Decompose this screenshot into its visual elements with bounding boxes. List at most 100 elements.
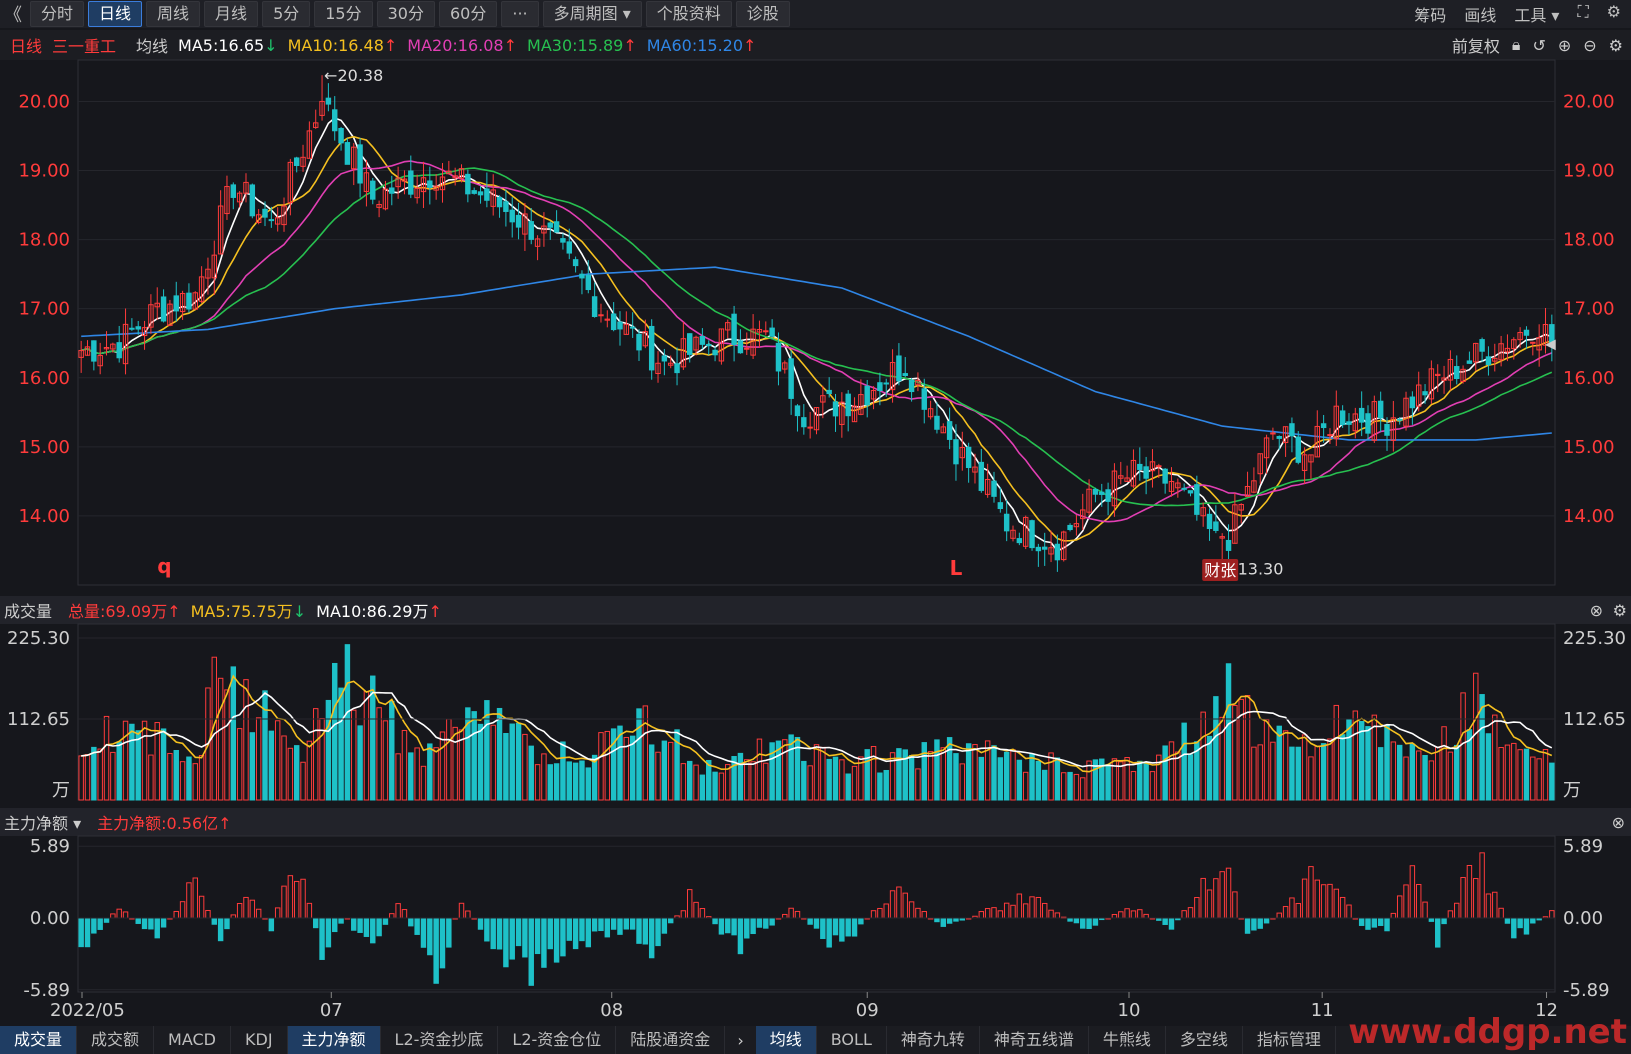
net-bar (1105, 917, 1111, 920)
net-bar (1035, 896, 1042, 919)
candle-body (1485, 356, 1492, 365)
net-bar (1415, 883, 1422, 919)
bottom-right-tab-4[interactable]: 牛熊线 (1089, 1026, 1166, 1054)
bottom-right-tab-2[interactable]: 神奇九转 (887, 1026, 980, 1054)
candle-body (1409, 396, 1416, 409)
bottom-right-tab-3[interactable]: 神奇五线谱 (980, 1026, 1089, 1054)
indicator-label[interactable]: 均线 (136, 37, 169, 56)
tab-0[interactable]: 分时 (30, 1, 85, 27)
tab-10[interactable]: 个股资料 (645, 1, 732, 27)
volume-bar (845, 773, 851, 801)
toolbar-right-1[interactable]: 画线 (1464, 6, 1497, 25)
tab-11[interactable]: 诊股 (735, 1, 790, 27)
tab-6[interactable]: 30分 (376, 1, 435, 27)
tab-2[interactable]: 周线 (146, 1, 201, 27)
volume-bar (477, 723, 484, 801)
net-bar (1549, 910, 1555, 919)
volume-title[interactable]: 成交量 (4, 602, 53, 621)
volume-bar (446, 718, 452, 801)
toolbar-right-2[interactable]: 工具 ▾ (1514, 6, 1560, 25)
bottom-tab-0[interactable]: 成交量 (0, 1026, 78, 1054)
tab-7[interactable]: 60分 (439, 1, 498, 27)
zoom-out-icon[interactable]: ⊖ (1583, 35, 1597, 55)
net-flow-title[interactable]: 主力净额 ▾ (4, 814, 82, 833)
net-bar (877, 907, 883, 919)
net-bar (281, 885, 287, 919)
volume-bar (1365, 726, 1371, 801)
bottom-tab-6[interactable]: L2-资金仓位 (498, 1026, 617, 1054)
volume-bar (737, 752, 744, 801)
net-bar (1118, 911, 1124, 919)
candle-body (446, 170, 452, 175)
net-bar (1206, 889, 1213, 919)
bottom-right-tab-1[interactable]: BOLL (817, 1026, 887, 1054)
toolbar-right-0[interactable]: 筹码 (1414, 6, 1447, 25)
kline-chart[interactable]: 20.00 20.00 19.00 19.00 18.00 18.00 17.00 17.00… (0, 0, 1631, 1026)
volume-bar (1124, 757, 1130, 801)
tab-3[interactable]: 月线 (204, 1, 259, 27)
net-bar (1257, 917, 1263, 929)
tab-5[interactable]: 15分 (314, 1, 373, 27)
candle-body (1213, 521, 1219, 531)
net-bar (192, 877, 198, 919)
bottom-tab-5[interactable]: L2-资金抄底 (381, 1026, 499, 1054)
volume-bar (496, 707, 503, 801)
volume-bar (91, 746, 97, 801)
settings-top-icon[interactable]: ⚙ (1606, 2, 1621, 21)
lock-icon[interactable]: 🔒︎ (1511, 35, 1521, 54)
volume-bar (1479, 694, 1485, 801)
tab-4[interactable]: 5分 (262, 1, 311, 27)
settings-icon[interactable]: ⚙ (1608, 35, 1623, 55)
candle-body (712, 349, 718, 356)
panel-frame-1 (77, 623, 1556, 801)
candle-body (1219, 536, 1225, 539)
net-bar (706, 916, 712, 919)
close-net-icon[interactable]: ⊗ (1611, 812, 1625, 832)
volume-tick-left: 112.65 (7, 709, 70, 730)
candle-body (984, 478, 991, 495)
volume-bar (1466, 729, 1473, 801)
volume-bar (1048, 752, 1054, 801)
candle-body (1244, 485, 1251, 497)
volume-bar (940, 747, 946, 801)
candle-body (642, 331, 649, 347)
undo-icon[interactable]: ↺ (1532, 35, 1546, 55)
net-bar (110, 913, 116, 919)
candle-body (338, 127, 344, 144)
net-bar (839, 917, 845, 942)
bottom-tab-7[interactable]: 陆股通资金 (616, 1026, 726, 1054)
volume-bar (1187, 754, 1194, 801)
net-bar (547, 917, 553, 950)
bottom-right-tab-0[interactable]: 均线 (755, 1026, 817, 1054)
bottom-right-tab-6[interactable]: 指标管理 (1243, 1026, 1336, 1054)
zoom-in-icon[interactable]: ⊕ (1557, 35, 1572, 55)
volume-settings-icon[interactable]: ⚙ (1612, 600, 1627, 620)
candle-body (1048, 547, 1054, 555)
net-bar (1473, 878, 1479, 919)
close-volume-icon[interactable]: ⊗ (1589, 600, 1603, 620)
candle-body (915, 379, 921, 386)
watermark: www.ddgp.net (1348, 1012, 1627, 1052)
bottom-tab-4[interactable]: 主力净额 (287, 1026, 381, 1054)
fullscreen-icon[interactable]: ⛶ (1577, 2, 1589, 21)
adjust-dropdown[interactable]: 前复权 (1451, 37, 1500, 56)
net-bar (1213, 878, 1219, 919)
candle-body (794, 405, 801, 417)
collapse-icon[interactable]: 《 (4, 5, 22, 26)
net-bar (718, 917, 725, 935)
tab-8[interactable]: ··· (501, 1, 539, 27)
bottom-right-tab-5[interactable]: 多空线 (1166, 1026, 1243, 1054)
volume-bar (699, 774, 706, 801)
candle-body (262, 208, 268, 218)
bottom-tab-2[interactable]: MACD (154, 1026, 231, 1054)
net-bar (224, 917, 230, 930)
volume-bar (769, 742, 775, 801)
tab-9[interactable]: 多周期图 ▾ (542, 1, 642, 27)
scroll-right-icon[interactable]: › (737, 1030, 744, 1050)
volume-bar (1422, 755, 1428, 801)
bottom-tab-3[interactable]: KDJ (231, 1026, 288, 1054)
net-bar (896, 886, 902, 919)
tab-1[interactable]: 日线 (88, 1, 143, 27)
candle-body (148, 304, 154, 328)
bottom-tab-1[interactable]: 成交额 (77, 1026, 155, 1054)
